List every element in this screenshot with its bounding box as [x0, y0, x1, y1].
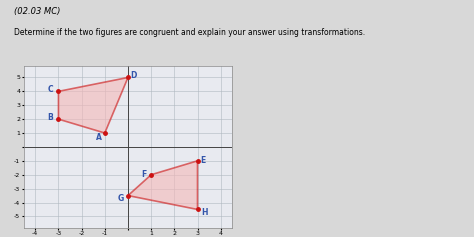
Text: C: C [47, 85, 53, 94]
Text: G: G [118, 194, 124, 203]
Text: D: D [130, 71, 137, 80]
Text: Determine if the two figures are congruent and explain your answer using transfo: Determine if the two figures are congrue… [14, 28, 365, 37]
Text: F: F [142, 169, 147, 178]
Text: B: B [47, 113, 53, 122]
Polygon shape [58, 77, 128, 133]
Text: A: A [96, 133, 102, 142]
Polygon shape [128, 161, 198, 210]
Text: H: H [201, 208, 208, 217]
Text: E: E [201, 156, 206, 165]
Text: (02.03 MC): (02.03 MC) [14, 7, 61, 16]
